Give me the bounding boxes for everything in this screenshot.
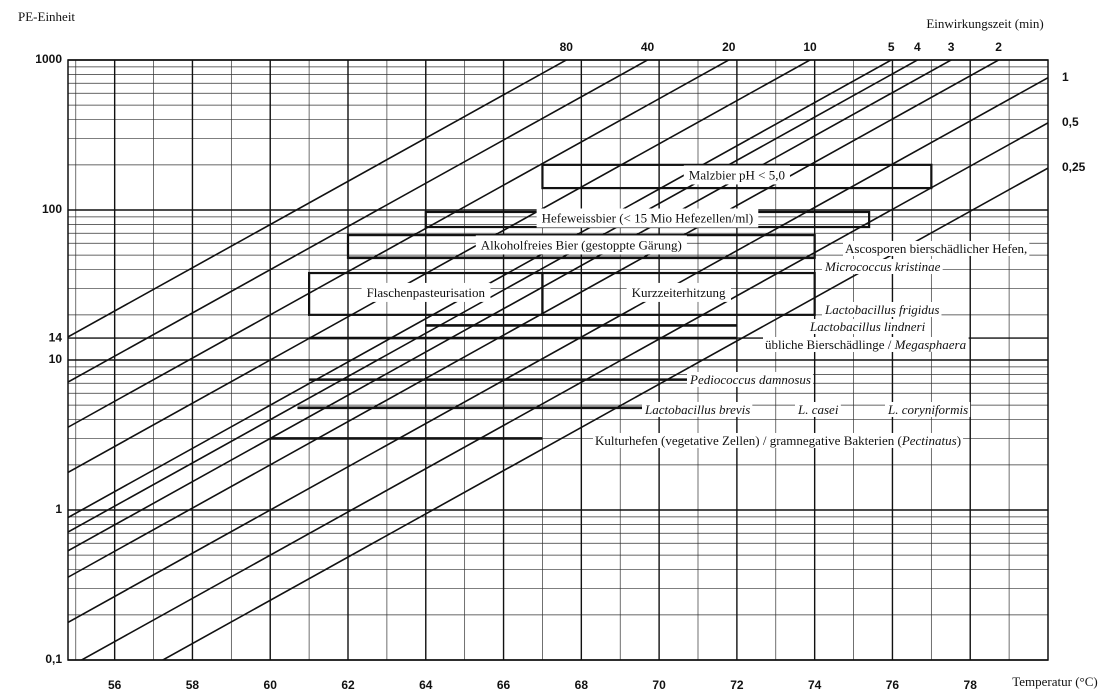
time-line: [68, 60, 1001, 578]
y-tick-label: 0,1: [45, 652, 62, 666]
label-background: [687, 371, 813, 387]
box-label: Flaschenpasteurisation: [367, 285, 486, 300]
box-label: Malzbier pH < 5,0: [689, 167, 785, 182]
x-tick-label: 72: [730, 678, 744, 692]
label-background: [885, 401, 971, 417]
x-tick-label: 68: [575, 678, 589, 692]
time-label: 40: [641, 40, 655, 54]
y-tick-label: 1: [55, 502, 62, 516]
box-label: Kurzzeiterhitzung: [632, 285, 726, 300]
time-line: [68, 60, 731, 428]
x-tick-label: 58: [186, 678, 200, 692]
time-line: [79, 122, 1048, 660]
organism-label: übliche Bierschädlinge / Megasphaera: [765, 337, 967, 352]
label-background: [361, 282, 491, 302]
time-line: [68, 60, 650, 383]
label-segment: Ascosporen bierschädlicher Hefen,: [845, 241, 1027, 256]
label-background: [843, 240, 1030, 256]
organism-label: L. casei: [797, 402, 839, 417]
organism-label: Ascosporen bierschädlicher Hefen,: [845, 241, 1027, 256]
label-segment: Pectinatus: [901, 433, 957, 448]
x-tick-label: 60: [264, 678, 278, 692]
y-tick-label: 100: [42, 202, 62, 216]
y-tick-label: 14: [49, 330, 63, 344]
label-segment: ): [957, 433, 961, 448]
label-background: [807, 318, 928, 334]
time-line: [68, 60, 953, 552]
time-label: 5: [888, 40, 895, 54]
box-label: Hefeweissbier (< 15 Mio Hefezellen/ml): [542, 210, 754, 225]
organism-label: Lactobacillus lindneri: [809, 319, 926, 334]
x-tick-label: 66: [497, 678, 511, 692]
label-background: [475, 235, 687, 255]
label-segment: Pediococcus damnosus: [689, 372, 811, 387]
label-background: [795, 401, 841, 417]
label-segment: Micrococcus kristinae: [824, 259, 941, 274]
x-tick-label: 64: [419, 678, 433, 692]
organism-label: L. coryniformis: [887, 402, 968, 417]
time-line: [161, 167, 1048, 660]
time-label: 3: [948, 40, 955, 54]
time-label: 0,25: [1062, 160, 1086, 174]
label-segment: Lactobacillus lindneri: [809, 319, 926, 334]
y-tick-label: 10: [49, 352, 63, 366]
time-label: 0,5: [1062, 115, 1079, 129]
label-segment: übliche Bierschädlinge /: [765, 337, 895, 352]
label-background: [626, 282, 731, 302]
time-label: 1: [1062, 70, 1069, 84]
range-box: [541, 163, 933, 190]
time-label: 80: [560, 40, 574, 54]
label-segment: L. coryniformis: [887, 402, 968, 417]
label-segment: Lactobacillus brevis: [644, 402, 750, 417]
time-label: 10: [803, 40, 817, 54]
organism-label: Lactobacillus brevis: [644, 402, 750, 417]
y-tick-label: 1000: [35, 52, 62, 66]
time-line: [68, 60, 812, 474]
time-line: [68, 60, 920, 533]
label-background: [822, 258, 943, 274]
organism-label: Lactobacillus frigidus: [824, 302, 939, 317]
label-background: [593, 432, 964, 448]
x-tick-label: 78: [964, 678, 978, 692]
organism-label: Pediococcus damnosus: [689, 372, 811, 387]
time-line: [68, 77, 1048, 624]
x-axis-title: Temperatur (°C): [1012, 674, 1098, 689]
organism-label: Micrococcus kristinae: [824, 259, 941, 274]
x-tick-label: 62: [341, 678, 355, 692]
x-tick-label: 70: [652, 678, 666, 692]
label-background: [642, 401, 753, 417]
organism-label: Kulturhefen (vegetative Zellen) / gramne…: [595, 433, 961, 448]
time-line: [68, 60, 568, 338]
label-segment: Megasphaera: [894, 337, 967, 352]
label-segment: Kulturhefen (vegetative Zellen) / gramne…: [595, 433, 902, 448]
label-background: [683, 165, 790, 185]
x-tick-label: 74: [808, 678, 822, 692]
label-segment: L. casei: [797, 402, 839, 417]
label-background: [536, 208, 759, 228]
label-background: [822, 301, 942, 317]
box-label: Alkoholfreies Bier (gestoppte Gärung): [481, 237, 682, 252]
label-segment: Lactobacillus frigidus: [824, 302, 939, 317]
x-tick-label: 56: [108, 678, 122, 692]
time-label: 20: [722, 40, 736, 54]
time-title: Einwirkungszeit (min): [926, 16, 1043, 31]
plot-frame: [67, 59, 1049, 661]
range-box: [541, 271, 816, 316]
y-axis-title: PE-Einheit: [18, 9, 75, 24]
label-background: [763, 336, 969, 352]
time-label: 4: [914, 40, 921, 54]
time-label: 2: [995, 40, 1002, 54]
x-tick-label: 76: [886, 678, 900, 692]
